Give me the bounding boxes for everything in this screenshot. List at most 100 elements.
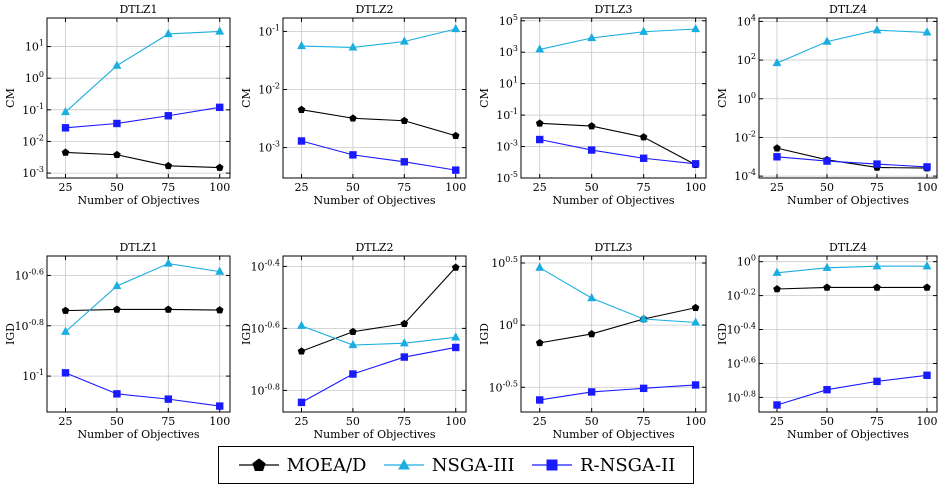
- plot-frame: [520, 255, 707, 413]
- y-tick-label: 10-1: [496, 107, 518, 122]
- y-axis-label: IGD: [4, 323, 17, 345]
- series-line-moea-d: [301, 267, 457, 352]
- data-point-moea-d: [297, 105, 306, 113]
- x-tick-label: 100: [917, 181, 938, 194]
- legend: MOEA/D NSGA-III R-NSGA-II: [218, 446, 694, 484]
- x-axis-label: Number of Objectives: [552, 194, 674, 207]
- x-tick-label: 100: [917, 415, 938, 428]
- data-point-nsga-iii: [772, 58, 782, 67]
- data-point-r-nsga-ii: [164, 112, 173, 120]
- data-point-r-nsga-ii: [691, 381, 700, 389]
- data-point-r-nsga-ii: [639, 384, 648, 393]
- data-point-nsga-iii: [215, 26, 225, 35]
- y-tick-label: 10-2: [258, 82, 280, 97]
- data-point-nsga-iii: [215, 266, 225, 275]
- data-point-moea-d: [61, 306, 70, 314]
- series-line-r-nsga-ii: [776, 156, 928, 168]
- y-tick-label: 10-5: [496, 170, 518, 185]
- series-line-r-nsga-ii: [539, 384, 696, 401]
- chart-title: DTLZ4: [829, 3, 867, 16]
- series-line-moea-d: [539, 122, 696, 166]
- series-line-nsga-iii: [776, 29, 928, 64]
- x-tick-label: 50: [820, 415, 834, 428]
- x-tick-label: 100: [445, 415, 466, 428]
- x-tick-label: 75: [161, 181, 175, 194]
- y-tick-label: 103: [499, 44, 518, 59]
- data-point-nsga-iii: [822, 262, 832, 271]
- data-point-moea-d: [923, 283, 931, 291]
- chart-panel-5: 25 50 75 100 10-0.6 10-0.8 10-1 DTLZ1 Number of …: [4, 241, 231, 441]
- data-point-moea-d: [215, 306, 224, 314]
- data-point-nsga-iii: [399, 338, 409, 347]
- y-tick-label: 10-0.8: [251, 382, 280, 397]
- data-point-r-nsga-ii: [923, 371, 931, 379]
- plot-frame: [520, 17, 707, 179]
- y-tick-label: 100: [499, 317, 518, 332]
- y-tick-label: 10-4: [734, 168, 756, 183]
- data-point-moea-d: [61, 148, 70, 156]
- data-point-r-nsga-ii: [297, 137, 306, 145]
- x-tick-label: 75: [870, 415, 884, 428]
- data-point-nsga-iii: [297, 320, 306, 329]
- y-tick-label: 10-2: [22, 133, 44, 148]
- data-point-r-nsga-ii: [823, 385, 831, 394]
- y-tick-label: 10-1: [22, 368, 44, 383]
- data-point-moea-d: [535, 338, 544, 347]
- x-axis-label: Number of Objectives: [313, 194, 435, 207]
- data-point-nsga-iii: [872, 25, 882, 34]
- series-line-moea-d: [539, 307, 696, 344]
- data-point-nsga-iii: [451, 332, 461, 341]
- x-tick-label: 50: [110, 415, 124, 428]
- data-point-r-nsga-ii: [452, 343, 460, 352]
- data-point-moea-d: [113, 305, 121, 313]
- x-tick-label: 25: [770, 415, 784, 428]
- data-point-r-nsga-ii: [113, 119, 121, 128]
- data-point-moea-d: [349, 114, 357, 122]
- x-tick-label: 50: [110, 181, 124, 194]
- data-point-nsga-iii: [61, 326, 70, 335]
- x-axis-label: Number of Objectives: [313, 428, 435, 441]
- data-point-r-nsga-ii: [452, 166, 460, 174]
- data-point-r-nsga-ii: [587, 146, 596, 154]
- series-line-r-nsga-ii: [776, 374, 928, 406]
- y-tick-label: 10-1: [258, 23, 280, 38]
- data-point-nsga-iii: [872, 261, 882, 270]
- data-point-moea-d: [400, 116, 409, 125]
- data-point-moea-d: [823, 283, 831, 291]
- data-point-r-nsga-ii: [923, 163, 931, 171]
- data-point-r-nsga-ii: [773, 401, 781, 409]
- series-line-moea-d: [301, 109, 456, 137]
- y-tick-label: 10-0.4: [727, 322, 756, 337]
- y-axis-label: IGD: [240, 323, 253, 345]
- x-axis-label: Number of Objectives: [77, 428, 199, 441]
- data-point-moea-d: [587, 122, 596, 130]
- chart-panel-8: 25 50 75 100 100 10-0.2 10-0.4 10-0.6 10-0.8 DTLZ…: [716, 241, 938, 441]
- data-point-r-nsga-ii: [587, 388, 596, 396]
- data-point-nsga-iii: [587, 32, 597, 42]
- series-line-nsga-iii: [539, 28, 696, 50]
- series-line-nsga-iii: [301, 28, 456, 48]
- data-point-r-nsga-ii: [536, 135, 544, 144]
- data-point-r-nsga-ii: [536, 396, 544, 404]
- x-tick-label: 75: [161, 415, 175, 428]
- y-tick-label: 10-0.8: [727, 389, 756, 404]
- data-point-moea-d: [215, 163, 224, 171]
- data-point-r-nsga-ii: [61, 369, 70, 377]
- x-axis-label: Number of Objectives: [787, 194, 909, 207]
- data-point-r-nsga-ii: [216, 103, 224, 112]
- data-point-r-nsga-ii: [61, 124, 70, 132]
- series-line-nsga-iii: [65, 262, 220, 333]
- data-point-nsga-iii: [691, 23, 701, 33]
- data-point-moea-d: [349, 327, 357, 336]
- y-tick-label: 10-0.2: [727, 288, 756, 303]
- series-line-moea-d: [65, 151, 220, 169]
- x-tick-label: 50: [585, 181, 599, 194]
- chart-title: DTLZ4: [829, 241, 867, 254]
- legend-entry-rnsga2: R-NSGA-II: [530, 455, 675, 476]
- y-tick-label: 101: [25, 39, 44, 54]
- legend-marker-rnsga2: [531, 459, 572, 471]
- data-point-nsga-iii: [348, 339, 358, 349]
- y-tick-label: 100: [737, 91, 756, 106]
- y-tick-label: 10-0.8: [15, 318, 44, 333]
- x-tick-label: 25: [295, 415, 309, 428]
